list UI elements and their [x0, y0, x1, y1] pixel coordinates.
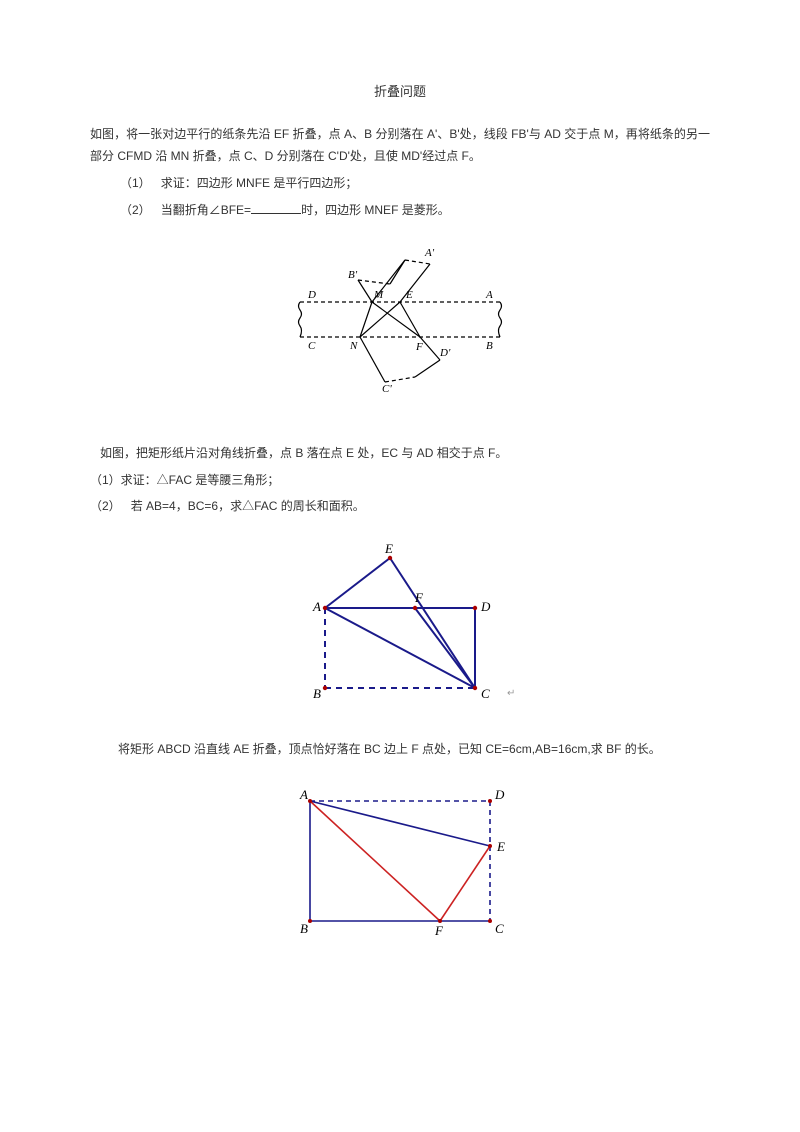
label-D: D: [494, 787, 505, 802]
q1-figure: A' B' D A M E C B N F D' C': [90, 242, 710, 392]
label-A: A: [485, 289, 493, 301]
q2-figure: E A F D B C ↵: [90, 538, 710, 708]
label-A: A: [312, 599, 321, 614]
blank-input: [251, 202, 301, 214]
label-B: B: [486, 340, 493, 352]
q1-sub1: （1） 求证：四边形 MNFE 是平行四边形；: [90, 172, 710, 195]
q1-sub1-text: 求证：四边形 MNFE 是平行四边形；: [161, 176, 358, 190]
q1-sub2-text-a: 当翻折角∠BFE=: [161, 203, 251, 217]
label-Dprime: D': [439, 347, 451, 359]
q1-sub2-num: （2）: [120, 203, 151, 217]
label-F: F: [434, 923, 444, 938]
q2-sub2: （2） 若 AB=4，BC=6，求△FAC 的周长和面积。: [90, 495, 710, 518]
label-D: D: [480, 599, 491, 614]
label-Cprime: C': [382, 383, 392, 392]
label-C: C: [308, 340, 316, 352]
label-D: D: [307, 289, 316, 301]
label-C: C: [481, 686, 490, 701]
label-Aprime: A': [424, 247, 435, 259]
label-E: E: [384, 541, 393, 556]
label-B: B: [313, 686, 321, 701]
label-A: A: [299, 787, 308, 802]
q3-figure: A D E B F C: [90, 781, 710, 941]
q2-sub2-num: （2）: [90, 499, 121, 513]
q2-sub2-text: 若 AB=4，BC=6，求△FAC 的周长和面积。: [131, 499, 365, 513]
label-E: E: [496, 839, 505, 854]
label-Bprime: B': [348, 269, 358, 281]
svg-text:↵: ↵: [507, 688, 515, 699]
label-F: F: [415, 341, 423, 353]
q2-sub1: （1）求证：△FAC 是等腰三角形；: [90, 469, 710, 492]
page-title: 折叠问题: [90, 80, 710, 105]
label-E: E: [405, 289, 413, 301]
q1-sub1-num: （1）: [120, 176, 151, 190]
label-M: M: [373, 289, 384, 301]
label-N: N: [349, 340, 358, 352]
label-C: C: [495, 921, 504, 936]
label-B: B: [300, 921, 308, 936]
label-F: F: [414, 590, 424, 605]
q1-sub2: （2） 当翻折角∠BFE= 时，四边形 MNEF 是菱形。: [90, 199, 710, 222]
q2-intro: 如图，把矩形纸片沿对角线折叠，点 B 落在点 E 处，EC 与 AD 相交于点 …: [90, 442, 710, 465]
q1-sub2-text-b: 时，四边形 MNEF 是菱形。: [301, 203, 450, 217]
q1-intro: 如图，将一张对边平行的纸条先沿 EF 折叠，点 A、B 分别落在 A'、B'处，…: [90, 123, 710, 169]
q3-intro: 将矩形 ABCD 沿直线 AE 折叠，顶点恰好落在 BC 边上 F 点处，已知 …: [90, 738, 710, 761]
